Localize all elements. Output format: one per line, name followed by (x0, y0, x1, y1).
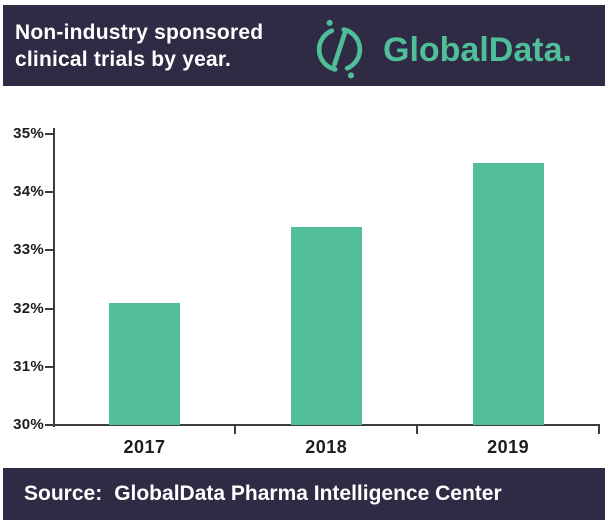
y-axis-tick (44, 133, 53, 135)
chart-title-line1: Non-industry sponsored (15, 20, 264, 44)
source-text: GlobalData Pharma Intelligence Center (114, 482, 502, 505)
bar-2018 (290, 227, 362, 425)
x-axis-tick (234, 425, 237, 434)
bar-2017 (109, 302, 180, 425)
x-tick-label: 2019 (487, 437, 530, 457)
y-tick-label: 30% (13, 416, 44, 433)
x-axis (52, 424, 600, 426)
x-axis-tick (416, 425, 419, 434)
y-tick-label: 32% (13, 299, 44, 317)
y-tick-label: 31% (13, 357, 44, 375)
y-axis-tick (44, 191, 53, 194)
bar-chart: 30% 31% 32% 33% 34% 35% 2017 2018 2019 (0, 86, 615, 467)
y-tick-label: 35% (13, 125, 44, 142)
y-axis-tick (44, 307, 53, 310)
y-tick-label: 34% (13, 183, 44, 201)
y-axis-tick (44, 365, 53, 368)
brand-wordmark: GlobalData. (383, 31, 572, 69)
chart-title-line2: clinical trials by year. (15, 47, 232, 71)
x-axis-tick (598, 425, 600, 434)
x-tick-label: 2018 (305, 437, 348, 457)
chart-title: Non-industry sponsored clinical trials b… (3, 19, 263, 73)
y-tick-label: 33% (13, 241, 44, 259)
y-axis (52, 128, 55, 427)
y-axis-tick (44, 424, 53, 426)
bar-2019 (472, 163, 544, 425)
globaldata-circle-slash-icon (309, 19, 370, 80)
y-axis-tick (44, 249, 53, 252)
header-banner: Non-industry sponsored clinical trials b… (3, 5, 605, 86)
source-banner: Source: GlobalData Pharma Intelligence C… (3, 468, 605, 520)
source-label: Source: (24, 482, 103, 505)
brand-logo: GlobalData. (309, 19, 572, 80)
x-tick-label: 2017 (123, 437, 166, 457)
